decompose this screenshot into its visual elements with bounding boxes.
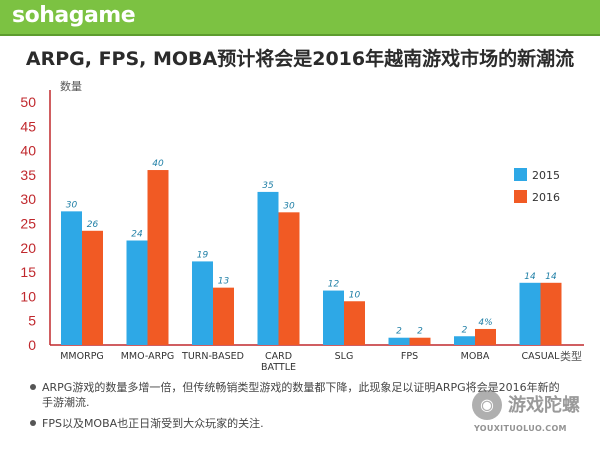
category-label: SLG [335, 351, 354, 362]
bar-2016 [540, 282, 562, 345]
data-label: 2 [462, 325, 468, 335]
category-label: CARD [265, 351, 292, 362]
data-label: 14 [524, 272, 536, 282]
category-label: FPS [401, 351, 418, 362]
bar-2015 [388, 337, 410, 345]
y-tick-label: 25 [20, 216, 36, 232]
y-tick-label: 10 [20, 288, 36, 304]
category-label: MMO-ARPG [121, 351, 175, 362]
category-label: CASUAL [522, 351, 561, 362]
bar-2016 [278, 212, 300, 345]
y-tick-label: 50 [20, 94, 36, 110]
watermark-logo-icon: ◉ [472, 390, 502, 420]
bar-2016 [475, 328, 496, 345]
bar-2016 [213, 287, 234, 345]
data-label: 35 [262, 181, 274, 191]
x-axis-label: 类型 [560, 349, 582, 363]
watermark-text: 游戏陀螺 [508, 395, 580, 416]
category-label: TURN-BASED [181, 351, 244, 362]
y-axis-label: 数量 [60, 80, 82, 93]
data-label: 2 [417, 327, 423, 337]
note-item: FPS以及MOBA也正日渐受到大众玩家的关注. [30, 416, 570, 431]
bar-2015 [454, 336, 475, 345]
note-item: ARPG游戏的数量多增一倍，但传统畅销类型游戏的数量都下降，此现象足以证明ARP… [30, 380, 570, 410]
y-tick-label: 35 [20, 167, 36, 183]
bar-2015 [126, 240, 148, 345]
bar-2015 [323, 290, 344, 345]
data-label: 26 [87, 220, 99, 230]
bar-2016 [344, 301, 365, 345]
bar-2016 [82, 230, 103, 345]
y-tick-label: 30 [20, 191, 36, 207]
y-tick-label: 20 [20, 240, 36, 256]
bar-2016 [147, 170, 169, 345]
header-bar: sohagame [0, 0, 600, 36]
data-label: 19 [197, 250, 209, 260]
y-tick-label: 5 [28, 313, 36, 329]
legend-swatch-2015 [514, 168, 527, 181]
bar-2016 [409, 337, 431, 345]
data-label: 30 [66, 200, 78, 210]
category-label: MMORPG [60, 351, 104, 362]
y-tick-label: 45 [20, 118, 36, 134]
legend-swatch-2016 [514, 190, 527, 203]
legend-label: 2015 [532, 169, 560, 182]
bar-2015 [519, 282, 541, 345]
data-label: 13 [218, 277, 230, 287]
data-label: 40 [152, 159, 164, 169]
data-label: 14 [545, 272, 557, 282]
data-label: 10 [349, 290, 361, 300]
y-tick-label: 15 [20, 264, 36, 280]
data-label: 30 [283, 201, 295, 211]
y-tick-label: 0 [28, 337, 36, 353]
data-label: 2 [396, 327, 402, 337]
watermark-url: YOUXITUOLUO.COM [474, 424, 567, 433]
page-title: ARPG, FPS, MOBA预计将会是2016年越南游戏市场的新潮流 [25, 48, 575, 70]
data-label: 12 [328, 280, 340, 290]
brand-logo: sohagame [12, 3, 136, 28]
notes: ARPG游戏的数量多增一倍，但传统畅销类型游戏的数量都下降，此现象足以证明ARP… [30, 380, 570, 437]
category-label: MOBA [461, 351, 490, 362]
bar-2015 [61, 211, 82, 345]
data-label: 24 [131, 230, 143, 240]
bar-2015 [257, 191, 279, 345]
category-label: BATTLE [261, 362, 296, 373]
y-tick-label: 40 [20, 143, 36, 159]
watermark: ◉ 游戏陀螺 YOUXITUOLUO.COM [472, 386, 596, 440]
legend-label: 2016 [532, 191, 560, 204]
data-label: 4% [478, 318, 492, 328]
bar-2015 [192, 261, 213, 345]
